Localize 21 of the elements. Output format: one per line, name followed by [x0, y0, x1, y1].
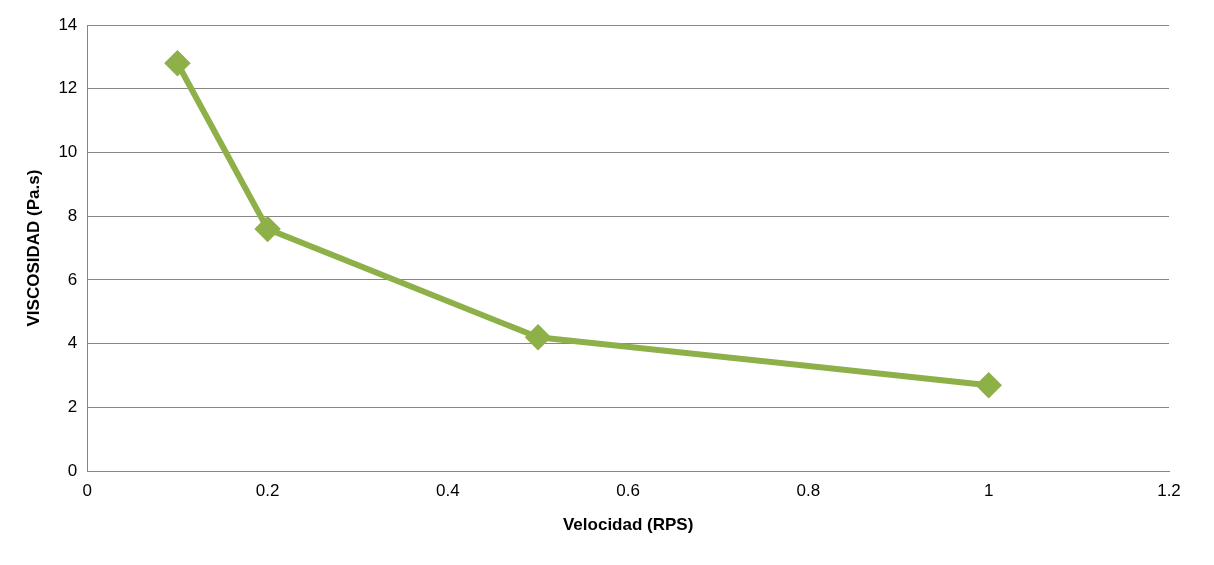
x-tick-label: 0.6 — [616, 481, 640, 501]
point — [165, 51, 190, 76]
y-tick-label: 4 — [67, 333, 78, 353]
y-tick-label: 12 — [58, 78, 78, 98]
point — [976, 373, 1001, 398]
x-tick-label: 0.4 — [436, 481, 460, 501]
y-axis-title: VISCOSIDAD (Pa.s) — [23, 169, 43, 327]
x-tick-label: 1.2 — [1157, 481, 1181, 501]
x-tick-label: 0 — [82, 481, 93, 501]
x-axis-title: Velocidad (RPS) — [562, 515, 694, 535]
x-tick-label: 0.8 — [796, 481, 821, 501]
y-tick-label: 0 — [67, 460, 78, 480]
y-tick-label: 14 — [58, 14, 78, 34]
x-tick-label: 1 — [983, 481, 994, 501]
y-tick-label: 10 — [58, 142, 78, 162]
point — [526, 325, 551, 350]
y-tick-label: 8 — [67, 205, 78, 225]
y-tick-label: 6 — [67, 269, 78, 289]
point — [255, 216, 280, 241]
y-tick-label: 2 — [67, 397, 78, 417]
x-tick-label: 0.2 — [255, 481, 280, 501]
